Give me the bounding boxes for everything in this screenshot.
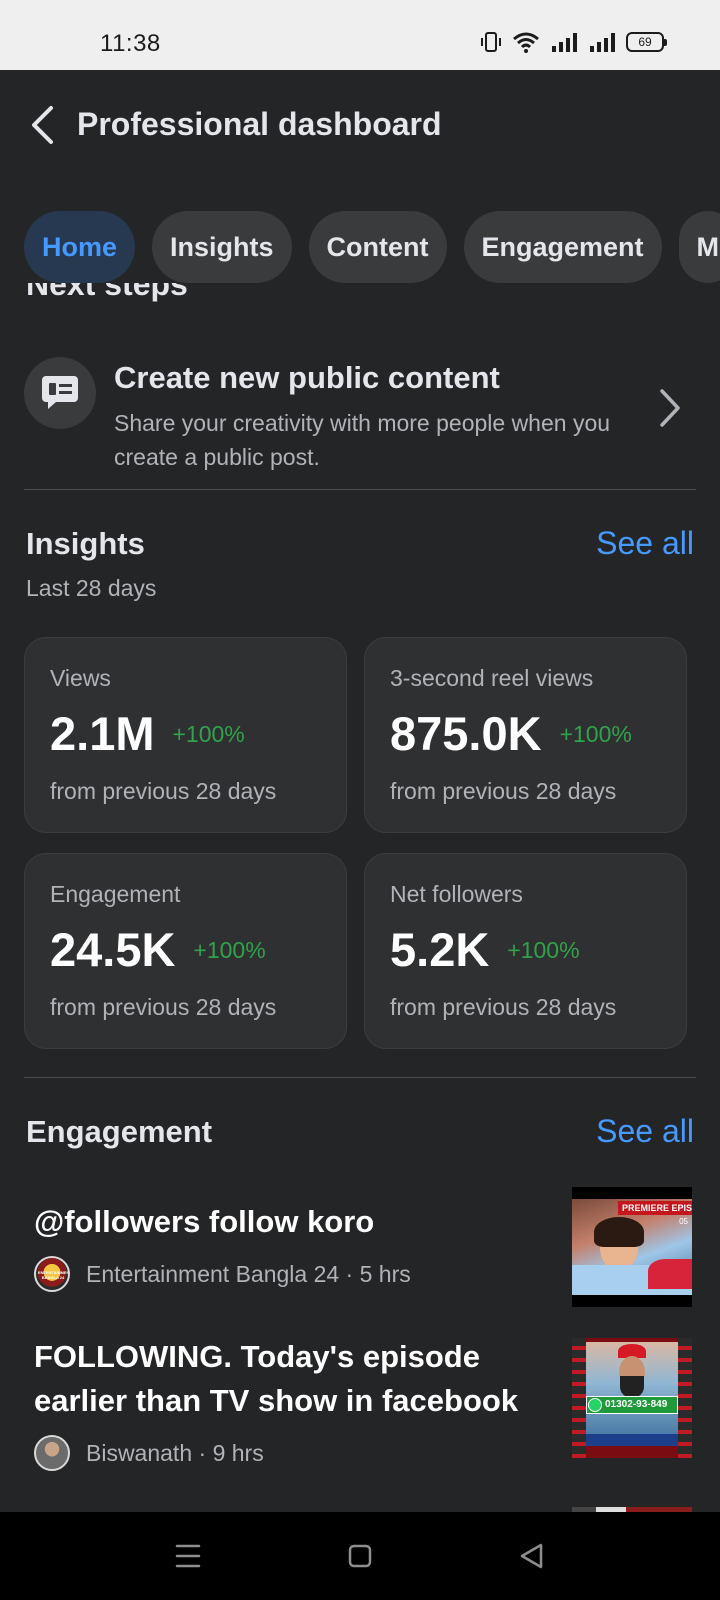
- next-post-thumbnail-peek: [572, 1507, 692, 1512]
- metric-comparison: from previous 28 days: [390, 994, 617, 1020]
- create-content-description: Share your creativity with more people w…: [114, 410, 611, 470]
- net-followers-card[interactable]: Net followers 5.2K +100% from previous 28…: [364, 853, 687, 1049]
- home-icon[interactable]: [342, 1540, 378, 1572]
- engagement-post[interactable]: FOLLOWING. Today's episode earlier than …: [34, 1335, 714, 1471]
- metric-value: 875.0K +100%: [390, 707, 632, 760]
- vibrate-icon: [481, 32, 501, 52]
- metric-value: 24.5K +100%: [50, 923, 266, 976]
- post-meta: Biswanath · 9 hrs: [34, 1435, 714, 1471]
- thumbnail-footer: [586, 1434, 678, 1446]
- system-nav-bar: [0, 1512, 720, 1600]
- metric-delta: +100%: [172, 721, 245, 747]
- metric-label: Engagement: [50, 881, 181, 907]
- thumbnail-border-right: [678, 1338, 692, 1458]
- create-public-content-item[interactable]: Create new public content Share your cre…: [24, 350, 696, 475]
- thumbnail-badge: 05: [679, 1217, 688, 1226]
- metric-label: Views: [50, 665, 111, 691]
- menu-icon[interactable]: [170, 1540, 206, 1572]
- tab-bar: Home Insights Content Engagement M: [24, 211, 720, 283]
- metric-delta: +100%: [193, 937, 266, 963]
- views-card[interactable]: Views 2.1M +100% from previous 28 days: [24, 637, 347, 833]
- thumbnail-image: 01302-93-849: [586, 1342, 678, 1446]
- post-time: 5 hrs: [359, 1260, 411, 1287]
- post-time: 9 hrs: [212, 1439, 264, 1466]
- thumbnail-hair: [594, 1217, 644, 1247]
- back-button[interactable]: [22, 100, 62, 150]
- thumbnail-phone-bar: 01302-93-849: [586, 1396, 678, 1414]
- insights-title: Insights: [26, 526, 145, 561]
- divider: [24, 489, 696, 490]
- metric-delta: +100%: [507, 937, 580, 963]
- post-meta: ENTERTAINMENT BANGLA 24 Entertainment Ba…: [34, 1256, 714, 1292]
- post-author: Biswanath: [86, 1439, 193, 1466]
- post-title: FOLLOWING. Today's episode earlier than …: [34, 1339, 519, 1418]
- thumbnail-banner: PREMIERE EPISO: [618, 1201, 692, 1215]
- tab-content[interactable]: Content: [308, 211, 447, 283]
- tab-more[interactable]: M: [678, 211, 720, 283]
- insights-see-all-link[interactable]: See all: [596, 525, 694, 561]
- metric-comparison: from previous 28 days: [390, 778, 617, 804]
- whatsapp-icon: [588, 1398, 602, 1412]
- meta-separator: ·: [192, 1439, 213, 1466]
- post-thumbnail[interactable]: PREMIERE EPISO 05: [572, 1187, 692, 1307]
- reel-views-card[interactable]: 3-second reel views 875.0K +100% from pre…: [364, 637, 687, 833]
- signal-icon-1: [552, 33, 577, 52]
- status-icons: 69: [480, 31, 667, 53]
- metric-comparison: from previous 28 days: [50, 778, 277, 804]
- metric-label: 3-second reel views: [390, 665, 594, 691]
- tab-home[interactable]: Home: [24, 211, 136, 283]
- thumbnail-cap: [618, 1344, 646, 1358]
- post-author: Entertainment Bangla 24: [86, 1260, 340, 1287]
- status-time: 11:38: [100, 30, 161, 57]
- metric-comparison: from previous 28 days: [50, 994, 277, 1020]
- post-title: @followers follow koro: [34, 1204, 375, 1239]
- thumbnail-beard: [620, 1376, 644, 1398]
- metric-value: 2.1M +100%: [50, 707, 245, 760]
- signal-icon-2: [590, 33, 615, 52]
- back-arrow-icon: [32, 106, 53, 144]
- engagement-post[interactable]: @followers follow koro ENTERTAINMENT BAN…: [34, 1200, 714, 1292]
- divider: [24, 1077, 696, 1078]
- status-bar: 11:38 69: [0, 0, 720, 70]
- metric-label: Net followers: [390, 881, 523, 907]
- header: Professional dashboard: [0, 70, 720, 185]
- engagement-see-all-link[interactable]: See all: [596, 1113, 694, 1149]
- thumbnail-image: PREMIERE EPISO 05: [572, 1199, 692, 1295]
- thumbnail-corner: [648, 1259, 692, 1289]
- engagement-card[interactable]: Engagement 24.5K +100% from previous 28 d…: [24, 853, 347, 1049]
- metric-value: 5.2K +100%: [390, 923, 580, 976]
- metric-delta: +100%: [559, 721, 632, 747]
- back-triangle-icon[interactable]: [514, 1540, 550, 1572]
- battery-icon: 69: [626, 32, 667, 52]
- create-content-title: Create new public content: [114, 360, 500, 395]
- chevron-right-icon: [658, 388, 682, 433]
- tab-insights[interactable]: Insights: [152, 211, 292, 283]
- create-content-icon: [24, 357, 96, 429]
- page-title: Professional dashboard: [77, 106, 442, 142]
- next-steps-heading: Next steps: [26, 283, 188, 302]
- thumbnail-border-left: [572, 1338, 586, 1458]
- avatar: ENTERTAINMENT BANGLA 24: [34, 1256, 70, 1292]
- engagement-title: Engagement: [26, 1114, 213, 1149]
- tab-engagement[interactable]: Engagement: [463, 211, 662, 283]
- insights-period: Last 28 days: [26, 575, 157, 601]
- wifi-icon: [513, 32, 539, 53]
- post-thumbnail[interactable]: 01302-93-849: [572, 1338, 692, 1458]
- avatar: [34, 1435, 70, 1471]
- meta-separator: ·: [339, 1260, 360, 1287]
